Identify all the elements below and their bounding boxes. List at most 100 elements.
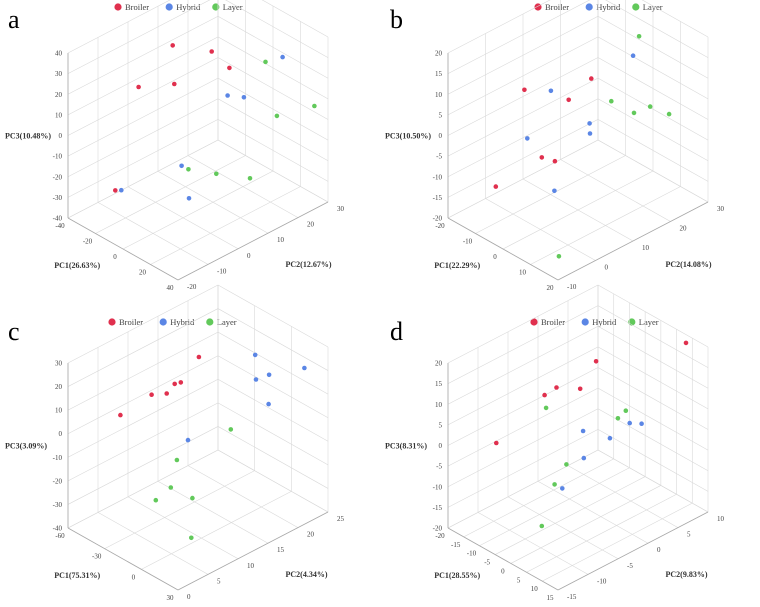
x-tick-label: -20: [435, 222, 445, 230]
point-broiler: [170, 43, 175, 48]
point-layer: [228, 427, 234, 432]
point-hybrid: [185, 437, 191, 443]
y-tick-label: 10: [642, 244, 650, 252]
x-tick-label: -5: [484, 559, 490, 567]
point-layer: [631, 110, 637, 116]
x-tick-label: -30: [92, 553, 102, 561]
point-layer: [174, 457, 180, 463]
point-broiler: [149, 392, 154, 398]
z-tick-label: 5: [439, 421, 443, 429]
grid-line: [141, 491, 292, 570]
grid-line: [447, 449, 599, 529]
grid-line: [217, 77, 329, 141]
x-axis-line: [447, 527, 559, 591]
point-broiler: [164, 391, 169, 396]
z-tick-label: 0: [59, 132, 63, 140]
grid-line: [157, 170, 269, 234]
grid-line: [67, 57, 219, 136]
point-layer: [543, 405, 549, 411]
z-tick-label: 0: [439, 442, 443, 450]
grid-line: [67, 15, 219, 95]
grid-line: [447, 387, 599, 467]
z-tick-label: -5: [436, 463, 442, 471]
grid-line: [122, 170, 274, 250]
point-layer: [168, 485, 174, 490]
z-tick-label: 5: [439, 111, 443, 119]
z-tick-label: 30: [55, 70, 63, 78]
grid-line: [537, 480, 649, 544]
point-broiler: [113, 188, 118, 193]
legend-label-broiler: Broiler: [125, 2, 149, 12]
grid-line: [597, 346, 709, 410]
point-layer: [609, 98, 614, 104]
grid-line: [447, 346, 599, 426]
point-broiler: [196, 354, 202, 360]
grid-line: [67, 36, 219, 116]
legend-label-layer: Layer: [217, 317, 237, 327]
panel-b: b Broiler Hybrid Layer-20-15-10-505101520-2…: [385, 0, 725, 292]
z-tick-label: -20: [53, 477, 63, 485]
x-tick-label: -10: [467, 550, 477, 558]
point-hybrid: [252, 352, 258, 358]
grid-line: [157, 480, 269, 544]
grid-line: [67, 402, 219, 482]
panel-letter: d: [390, 317, 403, 346]
y-tick-label: 0: [657, 546, 661, 554]
axis-edges: [67, 363, 329, 591]
panel-d: d Broiler Hybrid Layer -20 -15 -10 -5 0 5 10 15 20 -2…: [385, 284, 725, 602]
grid-line: [187, 465, 299, 528]
y-tick-label: 5: [217, 577, 221, 585]
y-axis-line: [557, 201, 709, 281]
y-tick-label: 0: [187, 593, 191, 601]
grid-line: [217, 426, 329, 489]
grid-line: [67, 355, 219, 434]
y-tick-label: -5: [627, 562, 633, 570]
point-layer: [647, 104, 653, 109]
y-tick-label: 15: [277, 546, 285, 554]
z-tick-label: 20: [435, 360, 443, 368]
grid-line: [447, 325, 599, 405]
x-tick-label: -15: [451, 541, 461, 549]
grid-line: [597, 36, 709, 100]
point-hybrid: [179, 163, 184, 169]
x-tick-label: -10: [463, 238, 473, 246]
x-tick-label: 0: [501, 567, 505, 575]
x-tick-label: 0: [132, 573, 136, 581]
z-tick-label: -15: [433, 194, 443, 202]
grid-line: [597, 284, 709, 348]
grid-line: [97, 202, 209, 265]
grid-line: [67, 0, 171, 54]
y-tick-label: 10: [277, 236, 285, 244]
x-tick-label: -40: [55, 222, 65, 230]
x-tick-label: -20: [435, 532, 445, 540]
legend-label-hybrid: Hybrid: [176, 2, 201, 12]
point-broiler: [552, 158, 558, 164]
legend-marker-broiler: [114, 3, 122, 11]
point-broiler: [566, 97, 571, 103]
x-axis-title: PC1(28.55%): [434, 571, 480, 580]
axis-edges: [67, 53, 329, 281]
x-tick-label: 10: [519, 269, 527, 277]
x-tick-label: -60: [55, 532, 65, 540]
grid-line: [67, 98, 219, 178]
data-points: [494, 340, 689, 529]
x-tick-label: 10: [531, 585, 539, 593]
grid-line: [477, 512, 589, 575]
grid-line: [597, 98, 709, 162]
legend-marker-hybrid: [585, 3, 593, 11]
z-axis-title: PC3(10.48%): [5, 132, 51, 141]
z-tick-label: -20: [433, 215, 443, 223]
grid-line: [447, 36, 599, 116]
z-tick-label: 15: [435, 380, 443, 388]
point-hybrid: [302, 365, 307, 371]
point-broiler: [554, 385, 559, 390]
point-hybrid: [241, 95, 247, 100]
point-layer: [274, 113, 280, 119]
y-axis-title: PC2(9.83%): [666, 570, 708, 579]
grid-line: [67, 284, 219, 364]
grid-line: [597, 119, 709, 182]
legend-marker-broiler: [530, 318, 538, 326]
legend-label-hybrid: Hybrid: [596, 2, 621, 12]
y-tick-label: 20: [680, 225, 688, 233]
x-tick-label: 0: [113, 253, 117, 261]
